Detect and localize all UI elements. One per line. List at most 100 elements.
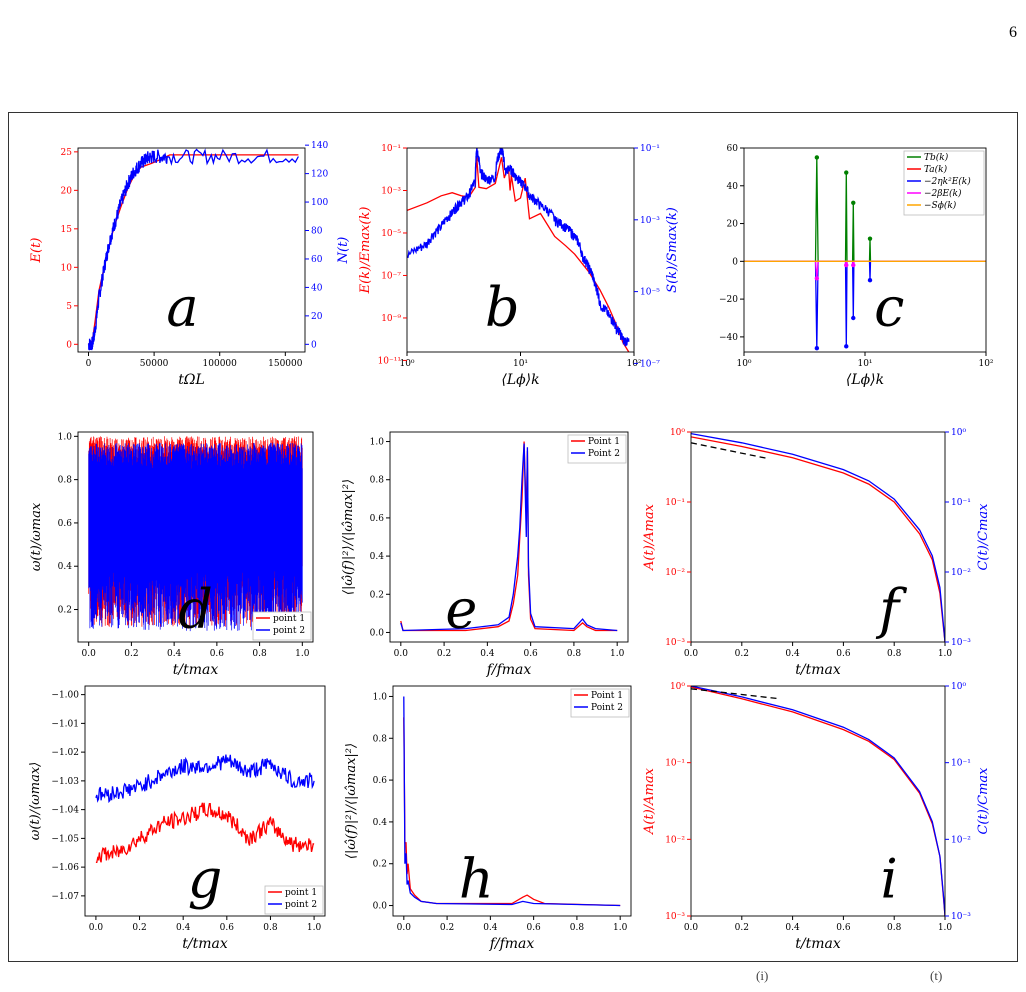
plot-area [407, 148, 630, 352]
plot-area [400, 441, 618, 632]
axes-frame [77, 147, 306, 353]
legend-label: Tb(k) [924, 152, 949, 163]
legend-label: Point 2 [588, 449, 620, 459]
plot-area [744, 155, 986, 351]
legend-label: Point 1 [591, 691, 623, 701]
data-point [867, 236, 873, 241]
axes-frame [690, 685, 946, 917]
x-tick-label: 0.2 [440, 923, 454, 933]
x-axis-label: ⟨Lϕ⟩k [846, 372, 884, 388]
y-tick-label-right: 140 [311, 141, 328, 151]
x-tick-label: 10² [978, 359, 993, 369]
series-line-0 [691, 436, 945, 642]
legend-box [567, 434, 627, 464]
y-tick-label: 1.0 [370, 438, 385, 448]
x-tick-label: 0.0 [89, 923, 104, 933]
series-line-point-2 [95, 754, 315, 804]
data-point [844, 262, 849, 268]
y-tick-label: 0 [66, 340, 72, 350]
y-tick-label: 10⁻⁹ [381, 314, 401, 324]
panel-f: 0.0 0.2 0.4 0.6 0.8 1.010⁻³10⁻²10⁻¹10⁰10⁻³10⁻… [642, 428, 991, 678]
y-tick-label: 10⁻³ [665, 638, 685, 648]
y-tick-label: 10⁻⁷ [381, 271, 401, 281]
x-tick-label: 0.8 [263, 923, 278, 933]
x-tick-label: 0.6 [523, 649, 538, 659]
y-axis-label: E(t) [29, 238, 44, 264]
panel-letter: g [188, 848, 223, 911]
legend-box [264, 885, 324, 915]
x-tick-label: 0.6 [836, 923, 851, 933]
panel-d: 0.0 0.2 0.4 0.6 0.8 1.0 0.2 0.4 0.6 0.8 1.0 t/tmax ω… [29, 431, 314, 678]
axes-frame [84, 685, 326, 917]
series-line-2 [744, 260, 986, 349]
x-tick-label: 0.2 [437, 649, 451, 659]
x-tick-label: 0.2 [735, 649, 749, 659]
y-tick-label: 40 [727, 182, 739, 192]
x-tick-label: 0.0 [394, 649, 409, 659]
y-tick-label: 0.2 [58, 606, 72, 616]
series-line-point-2 [403, 696, 621, 907]
y-tick-label: 20 [727, 220, 739, 230]
y-tick-label-right: 10⁻⁵ [640, 288, 660, 298]
x-tick-label: 0.6 [220, 923, 235, 933]
series-line-2 [691, 442, 768, 460]
series-line-point-2 [88, 442, 303, 632]
x-tick-label: 1.0 [610, 649, 625, 659]
axes-frame [690, 431, 946, 643]
legend-label: −2βE(k) [924, 188, 962, 199]
y-tick-label: 10⁻⁵ [381, 229, 401, 239]
y-tick-label: 10⁻¹¹ [378, 356, 401, 366]
y-tick-label: 1.0 [58, 432, 73, 442]
caption-fragment: (t) [930, 968, 943, 983]
x-axis-label: t/tmax [795, 936, 841, 952]
panel-letter: c [874, 275, 904, 338]
y-tick-label: 10⁻¹ [381, 144, 401, 154]
y-tick-label-right: 10⁻³ [951, 638, 971, 648]
legend-label: Ta(k) [924, 164, 948, 175]
data-point [851, 315, 856, 321]
panel-c: 10⁰ 10¹ 10²−40−200204060⟨Lϕ⟩kcTb(k)Ta(k)−2… [719, 144, 994, 388]
series-line-2 [691, 688, 780, 700]
plot-area [691, 686, 945, 916]
y-tick-label-right: 10⁻¹ [951, 498, 971, 508]
series-line-point-1 [400, 441, 618, 632]
data-point [844, 170, 849, 175]
series-line-1 [407, 148, 630, 347]
figure-grid: 0 50000 100000 150000 0 5 10 15 20 25 0 20 40 60 80 100… [28, 141, 994, 952]
y-tick-label-right: 100 [311, 198, 328, 208]
x-axis-label: ⟨Lϕ⟩k [501, 372, 539, 388]
x-tick-label: 0.8 [567, 649, 582, 659]
y-axis-label-right: C(t)/Cmax [976, 767, 991, 835]
x-tick-label: 0.6 [526, 923, 541, 933]
panel-e: 0.0 0.2 0.4 0.6 0.8 1.0 0.0 0.2 0.4 0.6 0.8 1.0 f/fm… [341, 431, 629, 678]
x-axis-label: t/tmax [173, 662, 219, 678]
y-axis-label: ⟨|ω̂(f)|²⟩/⟨|ω̂max|²⟩ [344, 743, 359, 859]
y-tick-label: 0.2 [373, 860, 387, 870]
panel-letter: h [459, 848, 494, 911]
x-tick-label: 0.8 [887, 649, 902, 659]
y-axis-label: ω(t)/⟨ωmax⟩ [28, 762, 43, 841]
series-line-1 [691, 686, 945, 916]
x-tick-label: 100000 [203, 359, 238, 369]
plot-area [403, 696, 621, 907]
y-tick-label: 0.0 [373, 902, 388, 912]
y-tick-label: 0.2 [370, 590, 384, 600]
y-tick-label: 0 [732, 257, 738, 267]
series-line-1 [87, 148, 299, 351]
x-axis-label: f/fmax [486, 662, 532, 678]
plot-area [88, 436, 303, 632]
data-point [814, 155, 820, 160]
y-tick-label: 10⁻² [665, 835, 685, 845]
y-tick-label: −1.04 [51, 806, 79, 816]
y-tick-label: −1.07 [51, 892, 79, 902]
y-tick-label: 0.4 [373, 818, 388, 828]
x-tick-label: 10⁰ [399, 359, 414, 369]
x-tick-label: 1.0 [938, 649, 953, 659]
y-tick-label-right: 10⁻² [951, 568, 971, 578]
y-tick-label: 15 [61, 225, 73, 235]
x-axis-label: f/fmax [489, 936, 535, 952]
y-axis-label: A(t)/Amax [642, 767, 657, 835]
panel-letter: d [178, 577, 213, 640]
x-tick-label: 0.0 [684, 923, 699, 933]
series-line-point-2 [400, 443, 618, 632]
